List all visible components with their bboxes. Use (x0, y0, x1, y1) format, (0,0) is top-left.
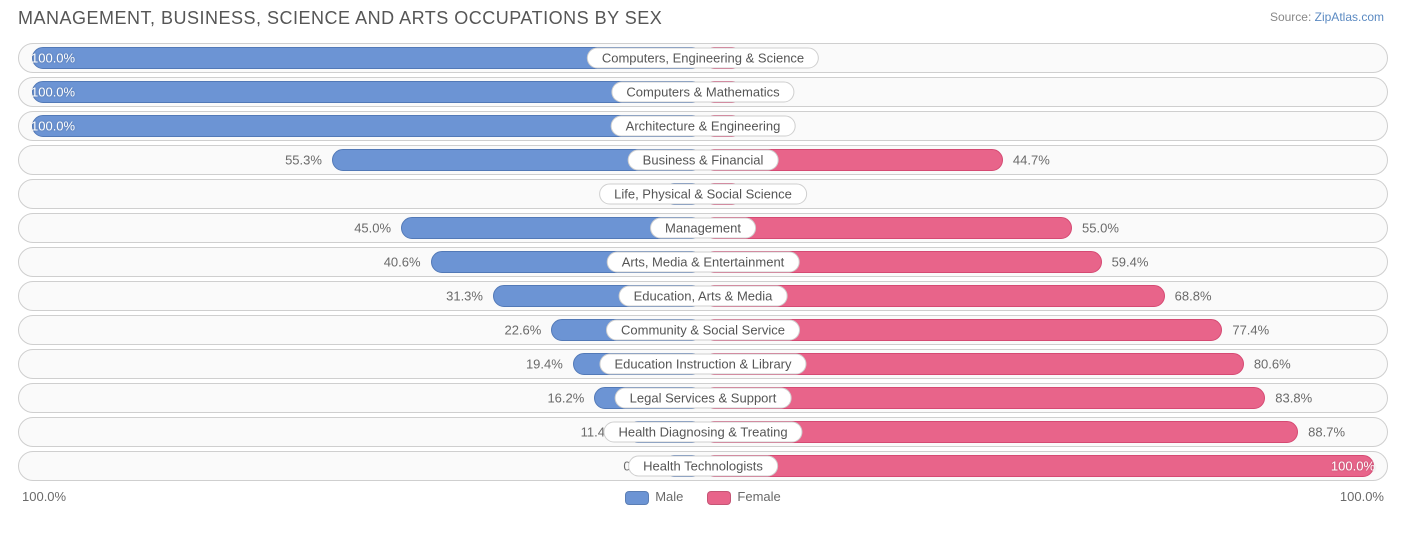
table-row: 22.6% 77.4% Community & Social Service (18, 315, 1388, 345)
female-value: 100.0% (1331, 459, 1375, 474)
table-row: 31.3% 68.8% Education, Arts & Media (18, 281, 1388, 311)
table-row: 0.0%100.0%Health Technologists (18, 451, 1388, 481)
female-value: 80.6% (1254, 357, 1291, 372)
male-bar (32, 115, 703, 137)
female-value: 68.8% (1175, 289, 1212, 304)
category-label: Community & Social Service (606, 320, 800, 341)
male-value: 45.0% (354, 221, 391, 236)
table-row: 0.0%0.0%Life, Physical & Social Science (18, 179, 1388, 209)
category-label: Education, Arts & Media (619, 286, 788, 307)
category-label: Architecture & Engineering (611, 116, 796, 137)
table-row: 55.3% 44.7% Business & Financial (18, 145, 1388, 175)
diverging-bar-chart: 100.0%0.0%Computers, Engineering & Scien… (18, 43, 1388, 481)
category-label: Health Technologists (628, 456, 778, 477)
category-label: Education Instruction & Library (599, 354, 806, 375)
table-row: 11.4%88.7%Health Diagnosing & Treating (18, 417, 1388, 447)
category-label: Arts, Media & Entertainment (607, 252, 800, 273)
female-value: 77.4% (1232, 323, 1269, 338)
category-label: Business & Financial (628, 150, 779, 171)
axis-right-label: 100.0% (1340, 489, 1384, 504)
female-value: 55.0% (1082, 221, 1119, 236)
table-row: 45.0% 55.0% Management (18, 213, 1388, 243)
female-value: 83.8% (1275, 391, 1312, 406)
female-bar (703, 455, 1374, 477)
male-bar (32, 81, 703, 103)
female-value: 88.7% (1308, 425, 1345, 440)
source-prefix: Source: (1270, 10, 1315, 24)
legend-male-label: Male (655, 489, 683, 504)
male-swatch (625, 491, 649, 505)
category-label: Management (650, 218, 756, 239)
category-label: Legal Services & Support (615, 388, 792, 409)
legend-female-label: Female (737, 489, 780, 504)
category-label: Life, Physical & Social Science (599, 184, 807, 205)
chart-title: MANAGEMENT, BUSINESS, SCIENCE AND ARTS O… (18, 8, 1388, 29)
male-value: 40.6% (384, 255, 421, 270)
table-row: 16.2% 83.8% Legal Services & Support (18, 383, 1388, 413)
category-label: Health Diagnosing & Treating (603, 422, 802, 443)
legend-item-male: Male (625, 489, 683, 505)
male-value: 31.3% (446, 289, 483, 304)
male-value: 100.0% (31, 51, 75, 66)
male-value: 16.2% (547, 391, 584, 406)
table-row: 19.4% 80.6% Education Instruction & Librar… (18, 349, 1388, 379)
source-link[interactable]: ZipAtlas.com (1315, 10, 1384, 24)
male-value: 22.6% (504, 323, 541, 338)
table-row: 100.0%0.0%Computers & Mathematics (18, 77, 1388, 107)
table-row: 40.6% 59.4% Arts, Media & Entertainment (18, 247, 1388, 277)
male-value: 55.3% (285, 153, 322, 168)
axis-left-label: 100.0% (22, 489, 66, 504)
female-bar (703, 217, 1072, 239)
male-value: 19.4% (526, 357, 563, 372)
axis-row: 100.0% Male Female 100.0% (18, 489, 1388, 505)
table-row: 100.0%0.0%Architecture & Engineering (18, 111, 1388, 141)
table-row: 100.0%0.0%Computers, Engineering & Scien… (18, 43, 1388, 73)
female-value: 59.4% (1112, 255, 1149, 270)
female-swatch (707, 491, 731, 505)
male-value: 100.0% (31, 119, 75, 134)
category-label: Computers, Engineering & Science (587, 48, 819, 69)
legend: Male Female (625, 489, 781, 505)
male-value: 100.0% (31, 85, 75, 100)
female-value: 44.7% (1013, 153, 1050, 168)
source-attribution: Source: ZipAtlas.com (1270, 10, 1384, 24)
legend-item-female: Female (707, 489, 780, 505)
category-label: Computers & Mathematics (611, 82, 794, 103)
